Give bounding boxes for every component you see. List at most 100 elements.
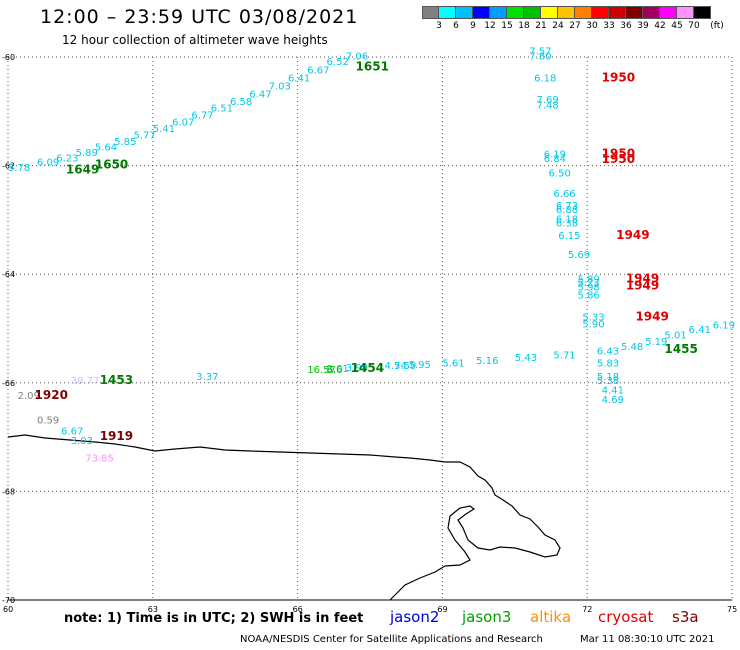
wave-height-value: 6.67 [61,426,83,437]
lon-tick-label: 72 [582,605,592,614]
wave-height-value: 7.69 [537,95,559,106]
map-subtitle: 12 hour collection of altimeter wave hei… [62,33,328,47]
wave-height-value: 5.01 [664,330,686,341]
legend-swatch [541,6,558,19]
map-grid [7,56,733,601]
wave-height-value: 6.23 [56,153,78,164]
wave-height-value: 5.16 [476,356,498,367]
satellite-jason3: jason3 [462,608,512,626]
pass-time-label: 1453 [100,373,133,387]
satellite-s3a: s3a [672,608,699,626]
lon-tick-label: 66 [293,605,303,614]
lat-tick-label: -60 [2,53,15,62]
satellite-jason2: jason2 [390,608,440,626]
legend-label: 15 [501,21,513,31]
legend-label: 21 [535,21,547,31]
wave-height-value: 5.59 [394,361,416,372]
lat-tick-label: -62 [2,162,15,171]
pass-time-label: 1949 [626,278,659,292]
pass-time-label: 1949 [626,271,659,285]
wave-height-value: 6.19 [544,149,566,160]
pass-time-label: 1454 [351,361,384,375]
legend-swatch [524,6,541,19]
pass-time-label: 1950 [602,146,635,160]
wave-height-value: 6.58 [230,97,252,108]
pass-time-label: 1949 [616,228,649,242]
legend-label: 70 [688,21,700,31]
wave-height-value: 2.09 [18,391,40,402]
pass-time-label: 1455 [664,342,697,356]
legend-label: 6 [453,21,459,31]
legend-label: 27 [569,21,581,31]
lat-tick-label: -70 [2,596,15,605]
wave-height-value: 6.19 [713,321,735,332]
legend-label: 24 [552,21,564,31]
map-title: 12:00 – 23:59 UTC 03/08/2021 [40,6,359,28]
wave-height-value: 3.01 [327,364,349,375]
lat-tick-label: -68 [2,487,15,496]
wave-height-value: 8.6 [327,365,343,376]
wave-height-value: 5.77 [133,130,155,141]
wave-height-value: 6.09 [37,158,59,169]
legend-swatch [473,6,490,19]
wave-height-value: 5.69 [568,250,590,261]
wave-height-value: 7.03 [269,82,291,93]
antarctic-coastline [7,434,561,601]
wave-height-value: 6.66 [553,189,575,200]
lon-tick-label: 60 [3,605,13,614]
legend-label: 30 [586,21,598,31]
wave-height-value: 5.89 [76,148,98,159]
wave-height-value: 5.89 [578,274,600,285]
wave-height-value: 5.19 [645,337,667,348]
lon-tick-label: 63 [148,605,158,614]
wave-height-value: 6.18 [534,73,556,84]
satellite-altika: altika [530,608,572,626]
pass-time-label: 1950 [602,152,635,166]
legend-label: 36 [620,21,632,31]
wave-height-value: 5.85 [114,137,136,148]
wave-height-value: 5.98 [578,282,600,293]
pass-time-label: 1651 [356,60,389,74]
wave-height-value: 7.06 [346,52,368,63]
wave-height-value: 6.51 [211,103,233,114]
satellite-cryosat: cryosat [598,608,654,626]
wave-height-value: 4.69 [602,395,624,406]
wave-height-value: 6.41 [288,73,310,84]
wave-height-value: 6.41 [689,325,711,336]
color-legend [422,6,711,19]
wave-height-value: 73.85 [85,454,114,465]
wave-height-value: 16.57 [307,365,336,376]
wave-height-value: 5.61 [442,359,464,370]
pass-time-label: 1950 [602,70,635,84]
pass-time-label: 1649 [66,163,99,177]
wave-height-value: 5.64 [95,142,117,153]
wave-height-value: 6.18 [556,215,578,226]
wave-height-value: 6.47 [249,90,271,101]
legend-swatch [575,6,592,19]
legend-label: 42 [654,21,666,31]
wave-height-value: 6.73 [556,201,578,212]
generated-time: Mar 11 08:30:10 UTC 2021 [580,634,715,645]
legend-label: 45 [671,21,683,31]
wave-height-value: 6.15 [558,231,580,242]
wave-height-value: 5.71 [553,350,575,361]
lat-tick-label: -66 [2,379,15,388]
legend-label: (ft) [710,21,724,31]
wave-height-value: 0.59 [37,416,59,427]
color-legend-labels: 3 6 9 12 15 18 21 24 27 30 33 36 39 42 45 70 (ft) [422,21,740,35]
legend-label: 39 [637,21,649,31]
wave-height-value: 6.50 [549,168,571,179]
lon-tick-label: 75 [727,605,737,614]
wave-height-value: 6.38 [556,218,578,229]
lat-tick-label: -64 [2,270,15,279]
wave-height-value: 6.43 [597,347,619,358]
legend-swatch [558,6,575,19]
legend-swatch [456,6,473,19]
wave-height-value: 7.80 [529,52,551,63]
legend-swatch [660,6,677,19]
legend-label: 12 [484,21,496,31]
wave-height-value: 7.48 [537,101,559,112]
pass-time-label: 1949 [635,309,668,323]
legend-label: 3 [436,21,442,31]
